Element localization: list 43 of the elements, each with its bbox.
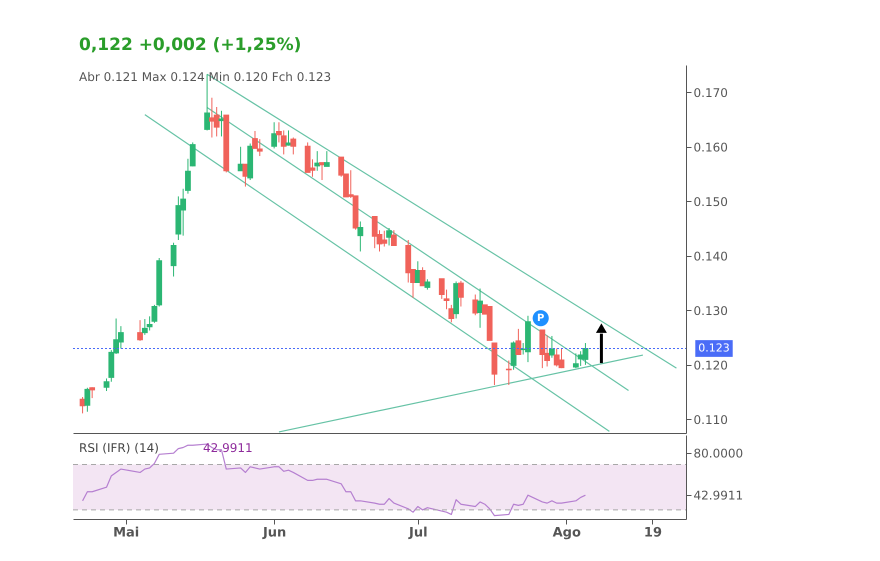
candlestick (324, 150, 330, 167)
y-tick-label: 0.170 (694, 86, 728, 100)
x-tick-label: Jul (408, 526, 428, 540)
candlestick (477, 288, 483, 328)
y-tick-label: 0.120 (694, 358, 728, 372)
y-tick-label: 0.130 (694, 304, 728, 318)
y-tick-label: 0.140 (694, 249, 728, 264)
candlestick (238, 146, 244, 172)
candlestick (506, 360, 512, 386)
y-tick-label: 0.110 (694, 412, 728, 427)
y-tick-label: 0.160 (694, 140, 728, 154)
candlestick (89, 386, 96, 399)
candlestick (515, 328, 522, 356)
annotation: Abr 0.121 Max 0.124 Min 0.120 Fch 0.123 (79, 70, 332, 84)
candlestick (572, 352, 579, 369)
candlestick (510, 340, 516, 370)
y-tick-label: 80.0000 (694, 446, 744, 461)
candlestick (170, 242, 176, 278)
candlestick (357, 220, 364, 252)
candlestick (319, 162, 325, 181)
text: RSI (IFR) (14) (79, 441, 159, 455)
candlestick (271, 122, 278, 149)
candlestick (386, 228, 392, 246)
line-series (82, 443, 586, 516)
x-tick-label: Jun (262, 526, 286, 540)
candlestick (204, 74, 210, 131)
x-tick-label: Ago (552, 526, 581, 540)
candlestick (458, 280, 464, 308)
text: 0,122 +0,002 (+1,25%) (79, 35, 302, 55)
candlestick (549, 335, 555, 358)
x-tick-label: 19 (644, 526, 662, 540)
y-tick-label: 0.150 (694, 194, 728, 209)
candlestick (424, 278, 430, 290)
candlestick (390, 230, 397, 246)
candlestick (420, 266, 426, 286)
y-tick-label: 42.9911 (694, 488, 744, 503)
candlestick (137, 320, 143, 342)
ref-line-label: 0.123 (698, 341, 730, 354)
candlestick (290, 137, 296, 155)
candlestick (314, 150, 320, 172)
candlestick (84, 387, 90, 412)
annotation: P (537, 313, 544, 324)
x-tick-label: Mai (113, 526, 140, 540)
